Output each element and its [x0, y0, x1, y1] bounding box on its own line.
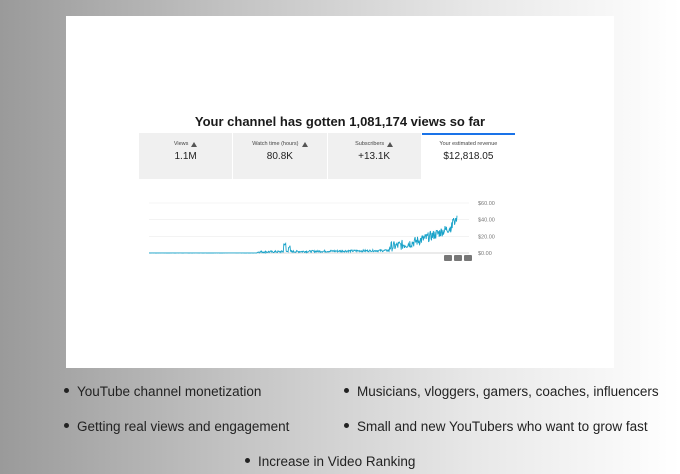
chart-control-button[interactable]: [464, 255, 472, 261]
bullet-dot: [245, 457, 250, 463]
warning-icon: [301, 141, 308, 147]
bullet-item: Increase in Video Ranking: [245, 454, 415, 469]
metric-label: Views: [173, 141, 189, 147]
metric-tab-views[interactable]: Views 1.1M: [139, 133, 234, 179]
bullet-text: Small and new YouTubers who want to grow…: [357, 419, 648, 434]
metric-tabs: Views 1.1M Watch time (hours) 80.8K Subs…: [139, 133, 515, 179]
metric-label: Subscribers: [355, 141, 385, 147]
chart-control-button[interactable]: [444, 255, 452, 261]
metric-value: $12,818.05: [443, 151, 494, 162]
bullet-item: YouTube channel monetization: [64, 384, 261, 399]
metric-label: Watch time (hours): [252, 141, 299, 147]
revenue-chart: $60.00 $40.00 $20.00 $0.00: [149, 201, 495, 257]
chart-controls: [444, 255, 472, 261]
channel-views-headline: Your channel has gotten 1,081,174 views …: [194, 114, 486, 129]
warning-icon: [191, 141, 198, 147]
metric-value: 80.8K: [266, 151, 293, 162]
metric-value: 1.1M: [174, 151, 197, 162]
chart-gridlines: [149, 202, 469, 254]
analytics-panel: Views 1.1M Watch time (hours) 80.8K Subs…: [139, 133, 515, 263]
bullet-text: Increase in Video Ranking: [258, 454, 416, 469]
bullet-dot: [344, 422, 349, 428]
bullet-item: Small and new YouTubers who want to grow…: [344, 419, 648, 434]
y-tick-label: $20.00: [478, 234, 495, 240]
bullet-text: Musicians, vloggers, gamers, coaches, in…: [357, 384, 659, 399]
bullet-item: Getting real views and engagement: [64, 419, 289, 434]
bullet-item: Musicians, vloggers, gamers, coaches, in…: [344, 384, 659, 399]
metric-tab-watch-time[interactable]: Watch time (hours) 80.8K: [233, 133, 328, 179]
y-tick-label: $60.00: [478, 201, 495, 207]
bullet-text: YouTube channel monetization: [77, 384, 262, 399]
metric-tab-subscribers[interactable]: Subscribers +13.1K: [327, 133, 422, 179]
warning-icon: [387, 141, 394, 147]
metric-tab-revenue[interactable]: Your estimated revenue $12,818.05: [421, 133, 515, 179]
metric-label: Your estimated revenue: [439, 141, 498, 147]
y-axis-labels: $60.00 $40.00 $20.00 $0.00: [478, 201, 495, 257]
bullet-dot: [64, 387, 69, 393]
y-tick-label: $0.00: [478, 251, 492, 257]
bullet-dot: [344, 387, 349, 393]
chart-control-button[interactable]: [454, 255, 462, 261]
metric-value: +13.1K: [358, 151, 391, 162]
bullet-text: Getting real views and engagement: [77, 419, 290, 434]
revenue-series-line: [149, 215, 458, 255]
y-tick-label: $40.00: [478, 218, 495, 224]
bullet-dot: [64, 422, 69, 428]
